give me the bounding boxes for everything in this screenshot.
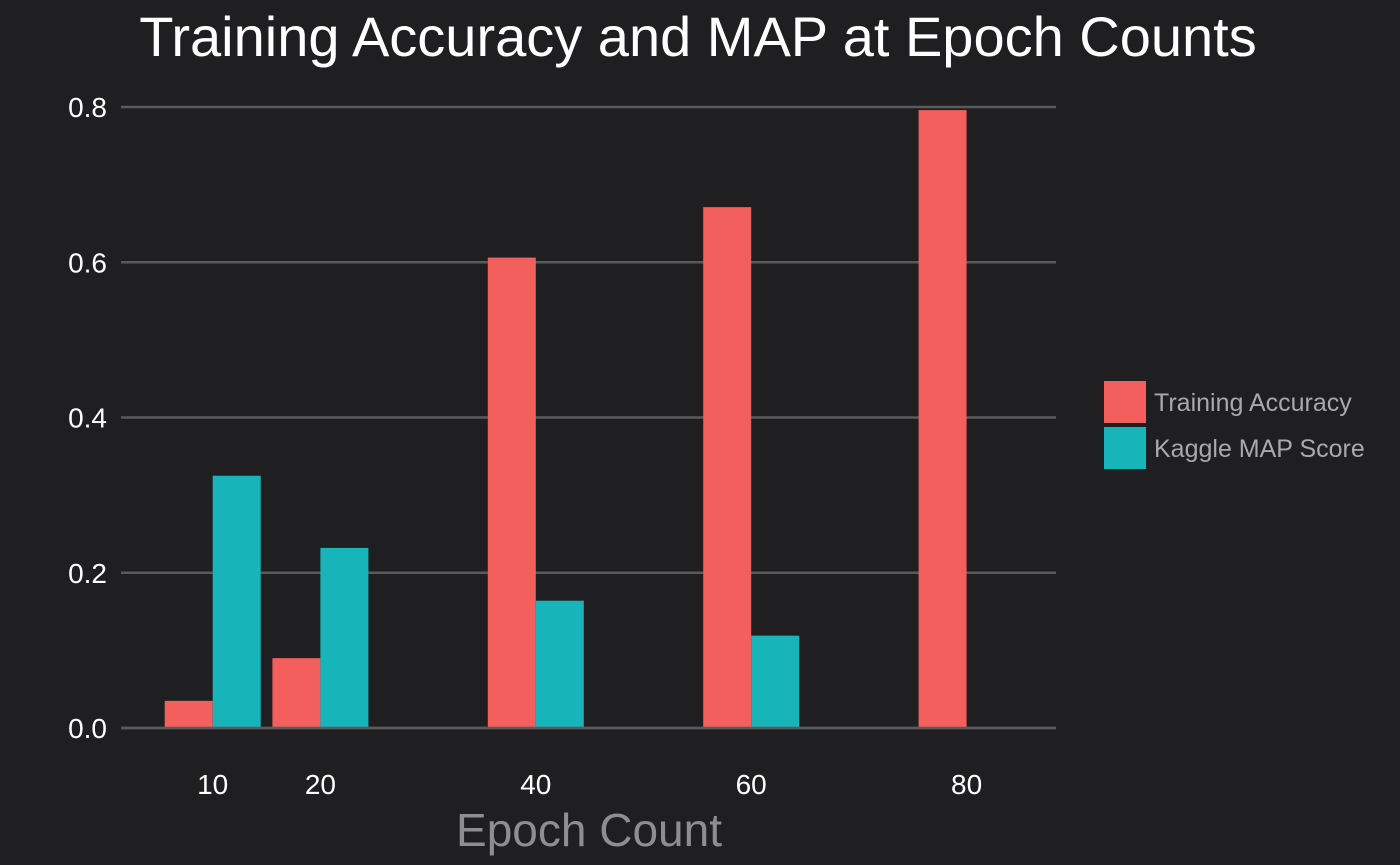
legend-swatch — [1104, 427, 1146, 469]
bar-kaggle-map-score — [320, 547, 369, 728]
y-tick-label: 0.0 — [68, 713, 107, 744]
legend-label: Training Accuracy — [1154, 389, 1352, 417]
bar-training-accuracy — [164, 700, 213, 728]
x-tick-label: 60 — [736, 769, 767, 800]
bars-layer — [121, 110, 1056, 730]
x-tick-label: 20 — [305, 769, 336, 800]
bar-kaggle-map-score — [751, 635, 800, 728]
y-tick-label: 0.4 — [68, 403, 107, 434]
x-axis-label: Epoch Count — [456, 804, 722, 856]
grid-layer — [121, 105, 1056, 730]
chart-title: Training Accuracy and MAP at Epoch Count… — [139, 5, 1256, 68]
y-tick-label: 0.2 — [68, 558, 107, 589]
bar-training-accuracy — [487, 257, 536, 728]
bar-training-accuracy — [272, 658, 321, 728]
y-axis-ticks: 0.0 0.2 0.4 0.6 0.8 — [68, 92, 107, 744]
bar-kaggle-map-score — [212, 475, 261, 728]
x-axis-ticks: 10 20 40 60 80 — [197, 769, 982, 800]
y-tick-label: 0.8 — [68, 92, 107, 123]
x-tick-label: 80 — [951, 769, 982, 800]
bar-training-accuracy — [703, 207, 752, 729]
x-tick-label: 40 — [520, 769, 551, 800]
x-tick-label: 10 — [197, 769, 228, 800]
legend-label: Kaggle MAP Score — [1154, 435, 1365, 463]
y-tick-label: 0.6 — [68, 247, 107, 278]
legend-swatch — [1104, 381, 1146, 423]
bar-kaggle-map-score — [535, 600, 584, 728]
legend: Training Accuracy Kaggle MAP Score — [1104, 381, 1365, 469]
bar-training-accuracy — [918, 110, 967, 729]
